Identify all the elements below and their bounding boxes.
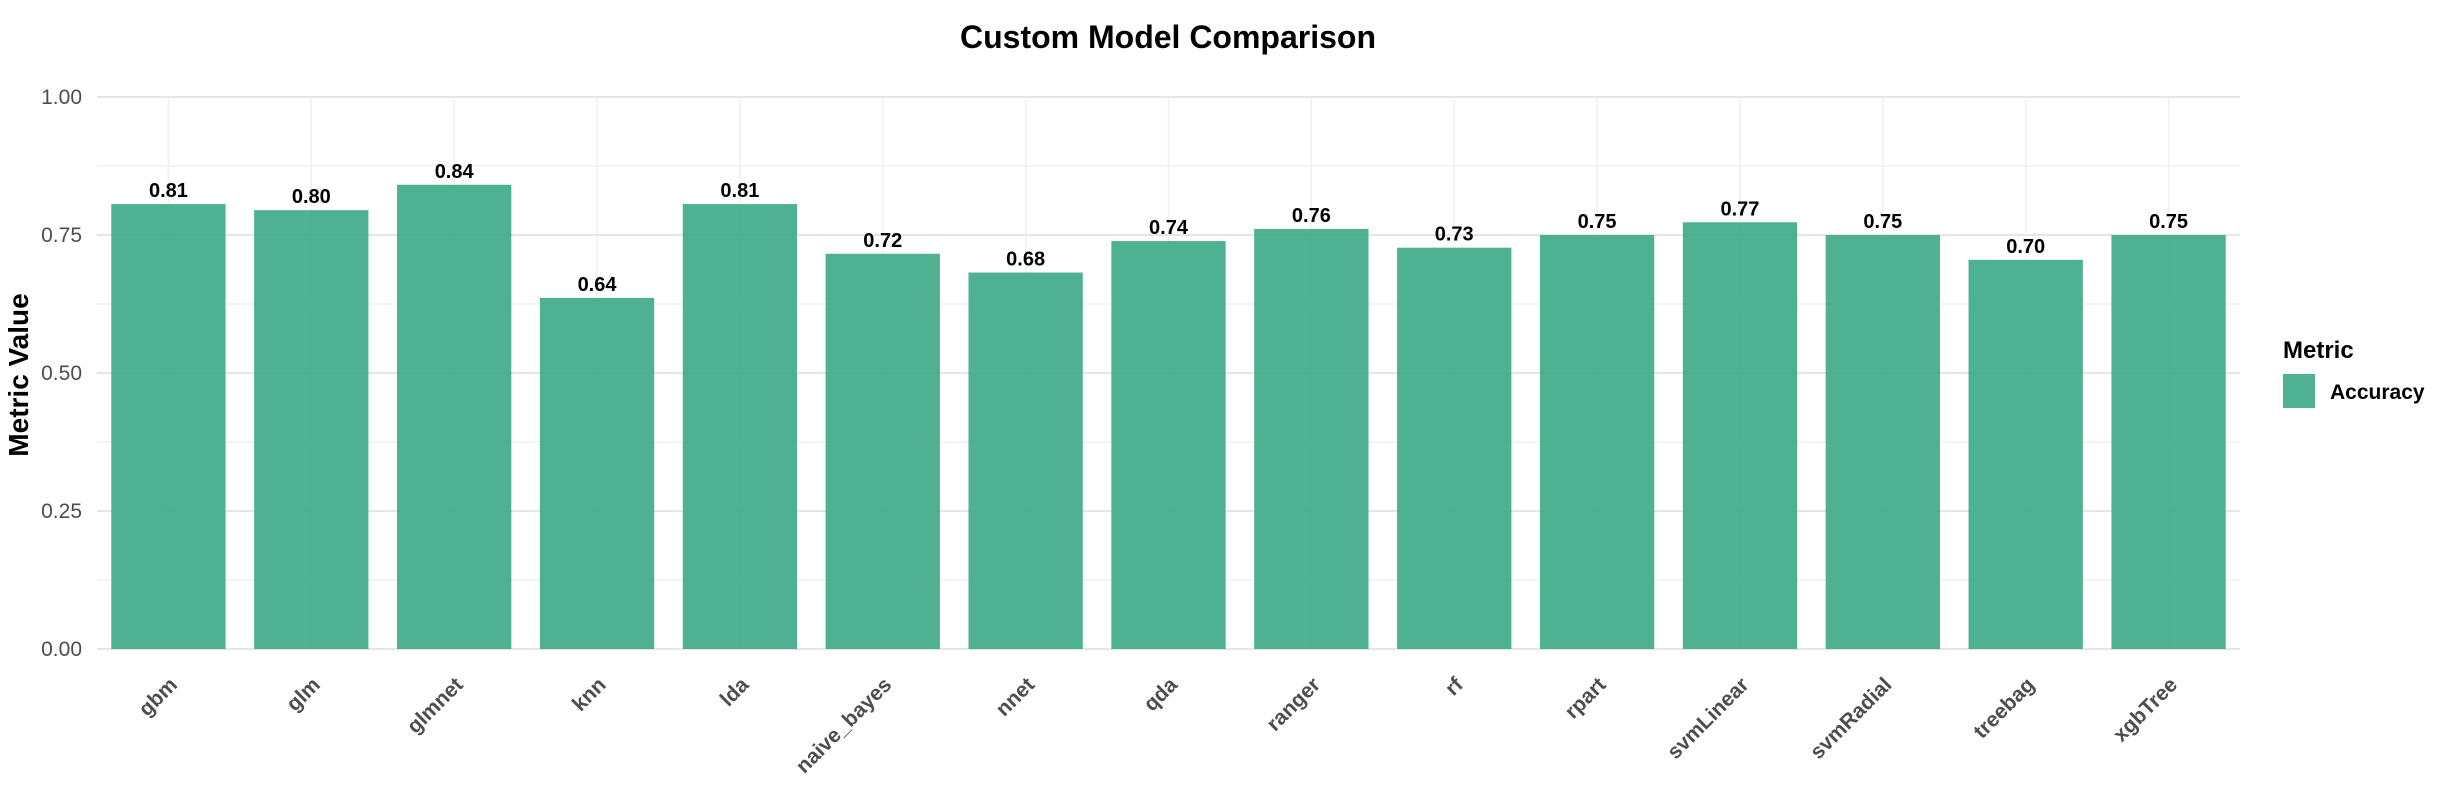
- y-tick-label: 0.00: [41, 638, 82, 661]
- data-label-svmRadial: 0.75: [1863, 211, 1902, 233]
- bar-naive_bayes: [825, 253, 940, 649]
- chart-title: Custom Model Comparison: [960, 19, 1376, 55]
- bar-knn: [539, 297, 655, 649]
- legend-key-accuracy: [2283, 374, 2315, 408]
- x-tick-label-svmRadial: svmRadial: [1806, 673, 1897, 764]
- legend-label-accuracy: Accuracy: [2330, 381, 2425, 404]
- data-label-knn: 0.64: [578, 274, 618, 296]
- data-label-glm: 0.80: [292, 186, 331, 208]
- bar-svmRadial: [1825, 235, 1940, 649]
- data-label-glmnet: 0.84: [435, 161, 475, 183]
- legend: Metric Accuracy: [2283, 337, 2425, 408]
- data-label-treebag: 0.70: [2006, 236, 2045, 258]
- x-tick-label-knn: knn: [568, 673, 611, 716]
- bar-gbm: [111, 204, 226, 649]
- bar-svmLinear: [1682, 222, 1798, 649]
- x-tick-label-ranger: ranger: [1262, 673, 1324, 735]
- bar-lda: [682, 204, 798, 649]
- x-tick-label-glmnet: glmnet: [403, 673, 468, 738]
- data-labels: 0.81 0.80 0.84 0.64 0.81 0.72 0.68 0.74 0.76 0.73…: [149, 161, 2188, 296]
- data-label-xgbTree: 0.75: [2149, 211, 2188, 233]
- data-label-gbm: 0.81: [149, 180, 188, 202]
- y-tick-label: 1.00: [41, 86, 82, 109]
- legend-title: Metric: [2283, 337, 2354, 364]
- data-label-qda: 0.74: [1149, 217, 1189, 239]
- y-tick-label: 0.75: [41, 224, 82, 247]
- bar-ranger: [1254, 228, 1369, 650]
- data-label-lda: 0.81: [720, 180, 759, 202]
- bars: [111, 184, 2226, 650]
- bar-xgbTree: [2111, 235, 2226, 649]
- x-tick-label-gbm: gbm: [134, 673, 182, 721]
- data-label-svmLinear: 0.77: [1720, 198, 1759, 220]
- data-label-ranger: 0.76: [1292, 205, 1331, 227]
- x-tick-label-xgbTree: xgbTree: [2109, 673, 2182, 746]
- bar-rpart: [1539, 235, 1655, 649]
- data-label-rpart: 0.75: [1578, 211, 1617, 233]
- x-tick-label-rf: rf: [1441, 673, 1469, 701]
- x-tick-label-nnet: nnet: [992, 673, 1040, 721]
- bar-nnet: [968, 272, 1083, 649]
- x-tick-label-rpart: rpart: [1561, 673, 1611, 723]
- bar-qda: [1111, 241, 1226, 649]
- x-tick-label-glm: glm: [282, 673, 325, 716]
- y-axis-label: Metric Value: [3, 293, 34, 456]
- x-tick-label-svmLinear: svmLinear: [1663, 673, 1754, 764]
- y-tick-label: 0.50: [41, 362, 82, 385]
- bar-glm: [254, 210, 369, 649]
- x-tick-label-lda: lda: [716, 673, 754, 711]
- bar-glmnet: [397, 184, 512, 649]
- x-tick-label-treebag: treebag: [1969, 673, 2039, 743]
- y-axis-ticks: 0.00 0.25 0.50 0.75 1.00: [41, 86, 82, 661]
- x-tick-label-naive_bayes: naive_bayes: [792, 673, 897, 778]
- data-label-rf: 0.73: [1435, 224, 1474, 246]
- x-tick-label-qda: qda: [1139, 673, 1182, 716]
- y-tick-label: 0.25: [41, 500, 82, 523]
- bar-rf: [1397, 247, 1512, 650]
- data-label-nnet: 0.68: [1006, 249, 1045, 271]
- x-axis-ticks: gbm glm glmnet knn lda naive_bayes nnet qda rang…: [134, 673, 2182, 778]
- data-label-naive_bayes: 0.72: [863, 230, 902, 252]
- bar-treebag: [1968, 259, 2083, 649]
